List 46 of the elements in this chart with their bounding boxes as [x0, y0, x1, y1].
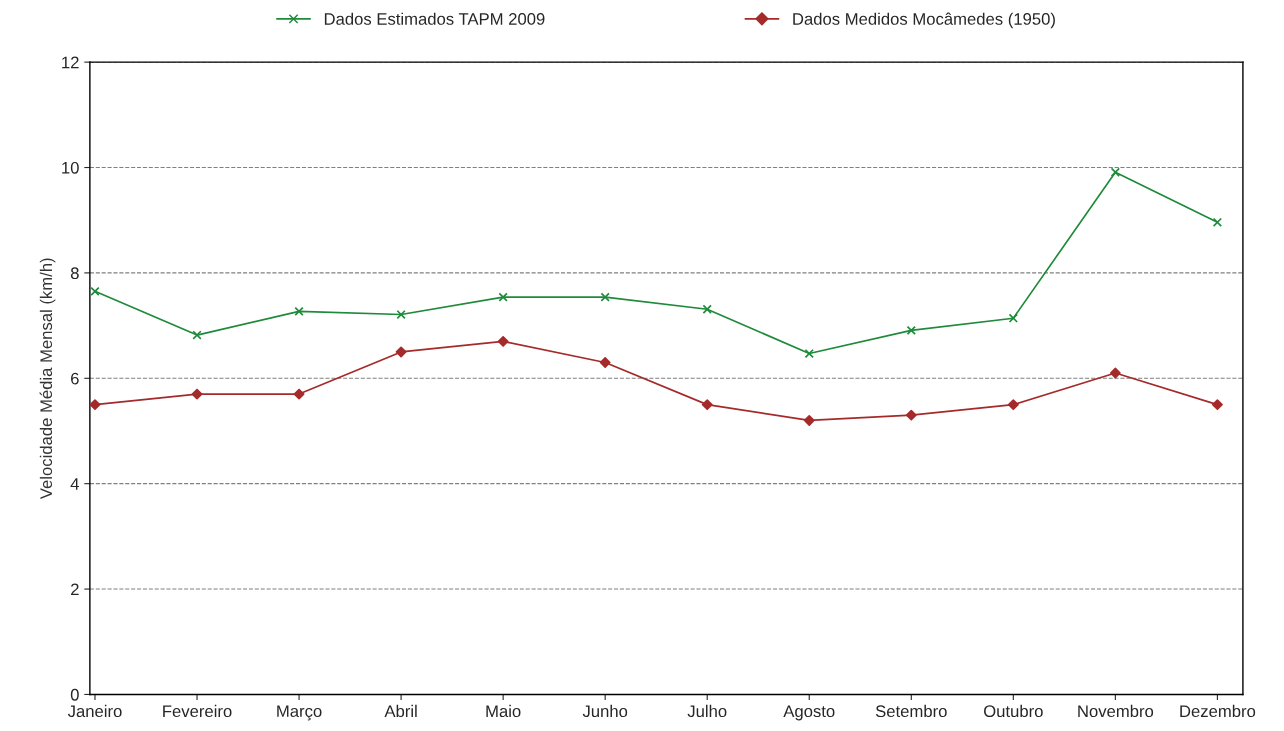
- point: [1211, 399, 1223, 411]
- point: [192, 330, 202, 340]
- y-tick-label: 0: [70, 688, 79, 701]
- x-tick-label: Setembro: [875, 704, 947, 718]
- y-tick-label: 6: [71, 372, 79, 385]
- point: [293, 388, 305, 400]
- y-tick-label: 8: [70, 267, 79, 280]
- x-tick-label: Agosto: [783, 705, 835, 721]
- point: [1212, 217, 1223, 227]
- x-tick-label: Outubro: [984, 704, 1043, 718]
- point: [1109, 367, 1121, 379]
- legend-label: Dados Medidos Mocâmedes (1950): [793, 12, 1055, 29]
- x-tick-label: Março: [277, 705, 322, 721]
- point: [498, 292, 508, 302]
- x-tick-label: Janeiro: [67, 704, 122, 718]
- point: [497, 335, 509, 347]
- point: [702, 304, 712, 314]
- y-axis-title: Velocidade Média Mensal (km/h): [39, 258, 56, 500]
- point: [395, 346, 407, 358]
- point: [599, 357, 611, 368]
- point: [803, 415, 815, 426]
- x-tick-label: Fevereiro: [163, 704, 232, 718]
- x-tick-label: Abril: [384, 704, 417, 718]
- x-tick-label: Junho: [582, 704, 628, 718]
- point: [294, 306, 304, 317]
- y-tick-label: 12: [62, 56, 79, 69]
- point: [1008, 313, 1018, 323]
- x-tick-label: Dezembro: [1180, 704, 1256, 718]
- x-tick-label: Novembro: [1078, 704, 1154, 718]
- point: [701, 399, 713, 411]
- x-tick-label: Maio: [486, 704, 521, 718]
- y-tick-label: 2: [71, 583, 79, 596]
- point: [89, 399, 101, 411]
- point: [191, 388, 203, 400]
- y-tick-label: 4: [70, 478, 79, 490]
- x-tick-label: Julho: [687, 704, 727, 718]
- point: [90, 286, 100, 296]
- legend-label: Dados Estimados TAPM 2009: [324, 12, 545, 25]
- point: [396, 309, 406, 320]
- point: [906, 325, 916, 335]
- point: [1110, 167, 1121, 177]
- y-tick-label: 10: [62, 161, 79, 174]
- point: [1007, 399, 1019, 411]
- point: [905, 409, 917, 421]
- point: [600, 292, 610, 302]
- point: [804, 348, 814, 359]
